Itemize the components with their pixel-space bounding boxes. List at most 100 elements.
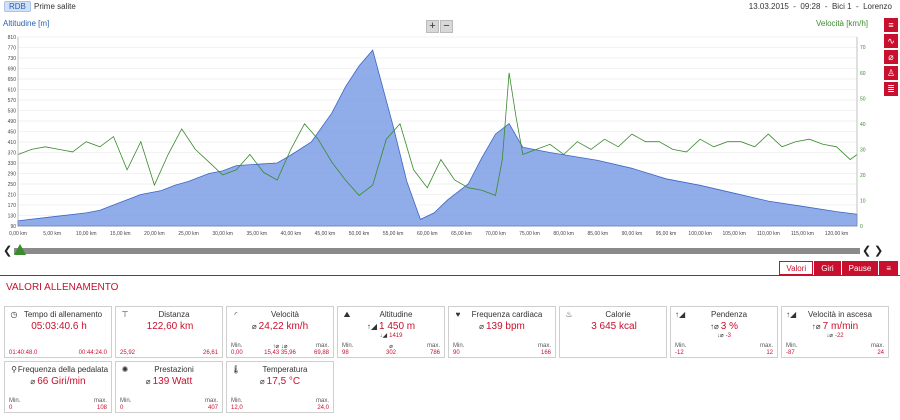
timeline-scrubber[interactable]: ❮ ❮ ❯ (0, 244, 900, 258)
stat-prefix: ↑◢ (366, 322, 377, 331)
stat-card[interactable]: 🌡 Temperatura ⌀ 17,5 °C Min. 12,0 max. 24,0 (226, 361, 334, 413)
scrubber-handle[interactable] (14, 244, 26, 255)
altitude-speed-chart[interactable]: 810 770 730 690 650 610 570 530 490 450 410 370 330 2… (0, 14, 880, 246)
x-tick-label: 60,00 km (417, 231, 438, 237)
stat-icon: ◷ (10, 310, 18, 319)
x-tick-label: 35,00 km (246, 231, 267, 237)
stat-min: -87 (786, 350, 795, 356)
stat-sub-prefix: ↓⌀ (717, 333, 724, 339)
stat-card[interactable]: ◷ Tempo di allenamento 05:03:40.6 h 01:40:4… (4, 306, 112, 358)
tab-valori[interactable]: Valori (779, 261, 814, 275)
y-right-tick-label: 60 (860, 71, 866, 77)
scroll-right-icon[interactable]: ❮ (862, 245, 872, 257)
stat-max: 166 (540, 350, 551, 356)
y-right-tick-label: 10 (860, 198, 866, 204)
diameter-icon[interactable]: ⌀ (884, 50, 898, 64)
y-left-tick-label: 250 (8, 182, 17, 188)
stat-card[interactable]: ◜ Velocità ⌀ 24,22 km/h Min. 0,00 max. 69,88 ↑⌀ … (226, 306, 334, 358)
person-icon[interactable]: ♙ (884, 66, 898, 80)
stat-max: 24 (877, 350, 884, 356)
zoom-out-button[interactable]: − (440, 20, 453, 33)
tab-bar: Valori Giri Pause ≡ (778, 261, 898, 275)
x-tick-label: 65,00 km (451, 231, 472, 237)
stat-value: 122,60 km (146, 321, 194, 332)
list-view-icon[interactable]: ≡ (879, 261, 898, 275)
stat-icon: ◜ (234, 310, 238, 319)
x-tick-label: 85,00 km (588, 231, 609, 237)
x-tick-label: 100,00 km (688, 231, 711, 237)
altitude-area (17, 49, 858, 227)
stat-card[interactable]: ↑◢ Velocità in ascesa ↑⌀ 7 m/min ↓⌀ -22 Min. -8… (781, 306, 889, 358)
stat-min: 0 (120, 405, 124, 411)
stat-value: 17,5 °C (266, 376, 301, 387)
stat-prefix: ↑⌀ (811, 322, 821, 331)
stat-mid-label: ⌀ (389, 344, 393, 350)
stat-card[interactable]: ✺ Prestazioni ⌀ 139 Watt Min. 0 max. 407 (115, 361, 223, 413)
stat-title: Pendenza (710, 310, 748, 319)
line-chart-icon[interactable]: ∿ (884, 34, 898, 48)
stat-sub-row: ↓⌀ -3 (671, 332, 777, 339)
x-tick-label: 70,00 km (485, 231, 506, 237)
stat-max: 786 (429, 350, 440, 356)
stat-max-label: max. (537, 343, 551, 349)
y-left-tick-label: 90 (10, 224, 16, 230)
stat-value: 139 bpm (485, 321, 525, 332)
stat-mid: 302 (385, 350, 396, 356)
stat-sub-prefix: ↓◢ (379, 333, 388, 339)
y-left-tick-label: 330 (8, 161, 17, 167)
x-tick-label: 95,00 km (656, 231, 677, 237)
stat-min: 25,92 (120, 350, 136, 356)
stat-min: 98 (342, 350, 349, 356)
scroll-end-icon[interactable]: ❯ (874, 245, 884, 257)
chart-area[interactable]: 810 770 730 690 650 610 570 530 490 450 410 370 330 2… (0, 14, 880, 246)
stat-card[interactable]: ♥ Frequenza cardiaca ⌀ 139 bpm Min. 90 max. 166 (448, 306, 556, 358)
y-left-tick-label: 610 (8, 88, 17, 94)
x-tick-label: 15,00 km (110, 231, 131, 237)
tab-giri[interactable]: Giri (814, 261, 841, 275)
x-tick-label: 0,00 km (9, 231, 27, 237)
stat-sub-row: ↓⌀ -22 (782, 332, 888, 339)
stat-icon: ↑◢ (675, 310, 686, 319)
bar-chart-icon[interactable]: ≣ (884, 82, 898, 96)
list-icon[interactable]: ≡ (884, 18, 898, 32)
stat-min: 01:40:48.0 (9, 350, 38, 356)
section-title: VALORI ALLENAMENTO (6, 282, 119, 293)
workout-name[interactable]: Prime salite (34, 2, 76, 11)
stat-card[interactable]: ↑◢ Pendenza ↑⌀ 3 % ↓⌀ -3 Min. -12 max. 12 (670, 306, 778, 358)
stat-value: 139 Watt (152, 376, 193, 387)
stat-value: 24,22 km/h (258, 321, 309, 332)
stat-value-row: ⌀ 139 bpm (449, 321, 555, 332)
stat-title: Frequenza della pedalata (17, 365, 109, 374)
stat-min: 90 (453, 350, 460, 356)
stat-max: 407 (207, 405, 218, 411)
stat-card[interactable]: ⛰ Altitudine ↑◢ 1 450 m ↓◢ 1419 Min. 98 max. 786 ⌀… (337, 306, 445, 358)
stat-sub-row: ↓◢ 1419 (338, 332, 444, 339)
y-left-tick-label: 170 (8, 203, 17, 209)
x-tick-label: 110,00 km (757, 231, 780, 237)
stat-min: 0,00 (231, 350, 243, 356)
stat-title: Tempo di allenamento (23, 310, 103, 319)
zoom-in-button[interactable]: + (426, 20, 439, 33)
stat-value: 3 645 kcal (591, 321, 637, 332)
stat-mid-label: ↑⌀ ↓⌀ (272, 344, 288, 350)
stat-prefix: ⌀ (479, 322, 484, 331)
rdb-badge[interactable]: RDB (4, 1, 31, 12)
stat-title: Velocità (270, 310, 300, 319)
stat-max-label: max. (93, 398, 107, 404)
altitude-axis-label: Altitudine [m] (3, 19, 50, 28)
scroll-left-icon[interactable]: ❮ (3, 245, 13, 257)
tab-pause[interactable]: Pause (841, 261, 879, 275)
x-tick-label: 20,00 km (144, 231, 165, 237)
scrubber-track[interactable] (14, 248, 860, 254)
stat-card[interactable]: ⚲ Frequenza della pedalata ⌀ 66 Giri/min Min… (4, 361, 112, 413)
x-tick-label: 40,00 km (281, 231, 302, 237)
speed-line (17, 72, 858, 196)
stat-card[interactable]: ⊤ Distanza 122,60 km 25,92 26,61 (115, 306, 223, 358)
stat-value-row: 122,60 km (116, 321, 222, 332)
stat-icon: ♥ (455, 310, 461, 319)
top-bar: RDB Prime salite 13.03.2015 - 09:28 - Bi… (0, 0, 900, 14)
x-tick-label: 55,00 km (383, 231, 404, 237)
stat-value: 05:03:40.6 h (31, 321, 87, 332)
stat-value-row: ⌀ 139 Watt (116, 376, 222, 387)
stat-card[interactable]: ♨ Calorie 3 645 kcal (559, 306, 667, 358)
